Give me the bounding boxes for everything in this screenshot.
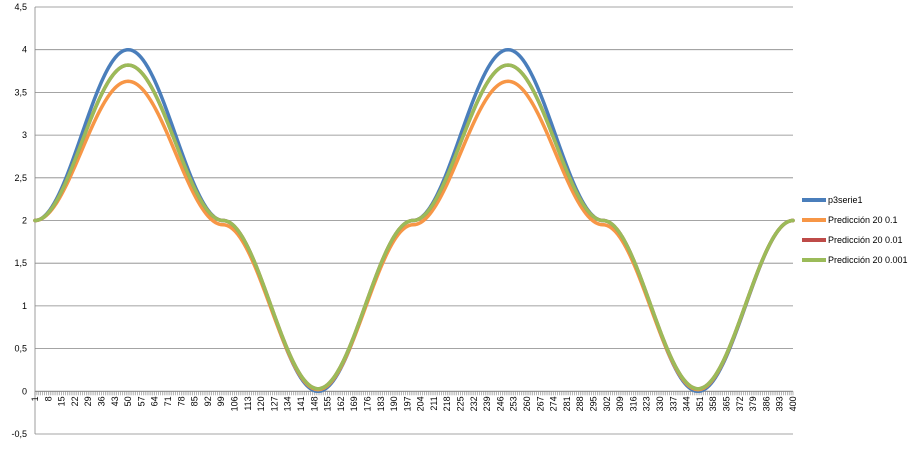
series-line: [33, 79, 795, 392]
y-tick-label: 0,5: [14, 344, 27, 354]
x-tick-label: 197: [402, 396, 412, 411]
series-line: [33, 63, 795, 391]
x-tick-label: 190: [389, 396, 399, 411]
x-tick-label: 148: [309, 396, 319, 411]
x-tick-label: 176: [362, 396, 372, 411]
x-tick-label: 351: [695, 396, 705, 411]
x-tick-label: 204: [416, 396, 426, 411]
x-tick-label: 288: [575, 396, 585, 411]
y-tick-labels: -0,5 0 0,5 1 1,5 2 2,5 3 3,5 4 4,5: [11, 2, 27, 439]
x-tick-label: 393: [775, 396, 785, 411]
x-tick-label: 330: [655, 396, 665, 411]
x-tick-label: 400: [788, 396, 798, 411]
x-tick-label: 309: [615, 396, 625, 411]
x-tick-label: 260: [522, 396, 532, 411]
x-tick-label: 43: [110, 396, 120, 406]
x-tick-label: 379: [748, 396, 758, 411]
x-tick-label: 141: [296, 396, 306, 411]
y-tick-label: 4: [22, 45, 27, 55]
x-tick-label: 120: [256, 396, 266, 411]
x-tick-label: 281: [562, 396, 572, 411]
x-tick-label: 36: [96, 396, 106, 406]
x-tick-label: 8: [43, 396, 53, 401]
y-tick-label: 1,5: [14, 258, 27, 268]
series-line: [33, 63, 795, 391]
x-tick-label: 162: [336, 396, 346, 411]
y-tick-label: 1: [22, 301, 27, 311]
x-tick-label: 218: [442, 396, 452, 411]
x-tick-label: 225: [456, 396, 466, 411]
x-tick-label: 113: [243, 396, 253, 410]
x-tick-label: 274: [549, 396, 559, 411]
x-tick-label: 183: [376, 396, 386, 411]
axes: [34, 7, 794, 434]
legend-label: Predicción 20 0.001: [828, 255, 908, 265]
x-tick-labels: 1 8 15 22 29 36 43 50 57 64 71 78 85 92 99 106 113 120 127…: [30, 396, 798, 411]
x-tick-label: 386: [761, 396, 771, 411]
x-tick-label: 50: [123, 396, 133, 406]
x-tick-label: 64: [150, 396, 160, 406]
x-tick-label: 267: [535, 396, 545, 411]
legend: p3serie1 Predicción 20 0.1 Predicción 20 0…: [802, 195, 908, 265]
x-tick-label: 372: [735, 396, 745, 411]
y-tick-label: 2: [22, 216, 27, 226]
x-tick-label: 337: [668, 396, 678, 411]
x-tick-label: 92: [203, 396, 213, 406]
x-tick-label: 253: [509, 396, 519, 411]
x-tick-label: 316: [628, 396, 638, 411]
x-tick-label: 78: [176, 396, 186, 406]
x-tick-label: 344: [682, 396, 692, 411]
y-tick-label: -0,5: [11, 429, 27, 439]
x-tick-label: 232: [469, 396, 479, 411]
x-tick-label: 358: [708, 396, 718, 411]
x-tick-label: 29: [83, 396, 93, 406]
x-tick-label: 323: [642, 396, 652, 411]
x-tick-label: 57: [136, 396, 146, 406]
x-tick-label: 169: [349, 396, 359, 411]
x-tick-label: 99: [216, 396, 226, 406]
x-tick-label: 22: [70, 396, 80, 406]
x-tick-label: 106: [229, 396, 239, 411]
y-tick-label: 4,5: [14, 2, 27, 12]
x-tick-label: 246: [495, 396, 505, 411]
x-tick-label: 134: [283, 396, 293, 411]
x-tick-label: 365: [722, 396, 732, 411]
x-tick-label: 302: [602, 396, 612, 411]
x-tick-label: 1: [30, 396, 40, 401]
x-tick-label: 85: [190, 396, 200, 406]
x-tick-label: 239: [482, 396, 492, 411]
x-tick-label: 71: [163, 396, 173, 406]
legend-label: Predicción 20 0.1: [828, 215, 898, 225]
legend-label: p3serie1: [828, 195, 863, 205]
x-tick-label: 127: [269, 396, 279, 411]
y-tick-label: 2,5: [14, 173, 27, 183]
x-tick-label: 211: [429, 396, 439, 410]
x-tick-label: 295: [589, 396, 599, 411]
series-lines: [33, 47, 795, 394]
y-tick-label: 3,5: [14, 87, 27, 97]
x-tick-label: 155: [323, 396, 333, 411]
y-tick-label: 0: [22, 386, 27, 396]
x-tick-label: 15: [57, 396, 67, 406]
legend-label: Predicción 20 0.01: [828, 235, 903, 245]
y-tick-label: 3: [22, 130, 27, 140]
